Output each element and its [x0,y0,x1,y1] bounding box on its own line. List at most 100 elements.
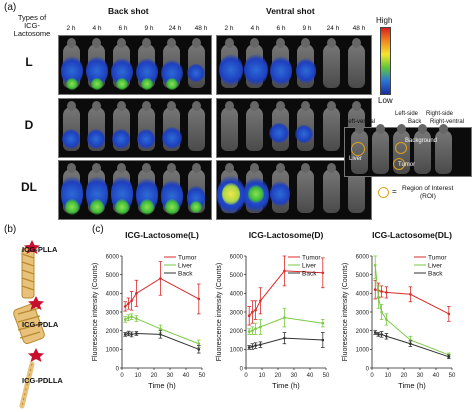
data-point [283,269,286,273]
legend-label-back: Back [302,271,317,278]
image-ventral-l [216,35,372,95]
data-point [409,292,412,296]
data-point [380,310,383,314]
legend-label-back: Back [428,271,443,278]
pdlla-star [28,348,44,362]
x-tick-label: 20 [275,373,282,379]
types-label-line3: Lactosome [13,29,51,38]
data-point [254,308,257,312]
time-label-back-2h: 2 h [66,25,76,32]
roi-left-ventral: Left-ventral [345,119,376,125]
y-tick-label: 0 [366,366,370,372]
y-tick-label: 4000 [356,292,370,298]
data-point [130,333,133,336]
plla-helix [21,247,35,299]
data-point [259,325,262,329]
data-point [159,333,162,336]
time-label-ventral-4h: 4 h [250,25,260,32]
y-tick-label: 2000 [356,329,370,335]
legend-label-tumor: Tumor [428,255,447,262]
x-tick-label: 40 [433,373,440,379]
data-point [123,305,127,308]
data-point [127,332,130,335]
y-tick-label: 5000 [230,273,244,279]
time-label-back-24h: 24 h [168,25,182,32]
data-point [130,299,133,303]
colorbar-high-label: High [376,16,393,25]
data-point [373,264,377,267]
data-point [385,334,388,338]
legend-label-back: Back [178,271,193,278]
series-line-back [125,332,199,350]
x-tick-label: 30 [167,373,174,379]
data-point [377,295,380,299]
plla-star [24,240,40,254]
row-label-dl: DL [21,180,37,194]
time-label-back-9h: 9 h [144,25,154,32]
y-tick-label: 0 [116,366,120,372]
roi-image [344,124,472,177]
data-point [127,316,130,319]
x-tick-label: 40 [307,373,314,379]
x-tick-label: 30 [291,373,298,379]
roi-legend-line1: Region of Interest [402,185,454,192]
y-axis-label: Fluorescence intensity (Counts) [92,263,99,361]
panel-c-label: (c) [92,224,104,235]
y-tick-label: 1000 [106,348,120,354]
pdla-star [28,296,44,310]
data-point [135,292,138,295]
roi-liver-label: Liver [349,156,363,162]
data-point [447,355,451,359]
legend-label-liver: Liver [178,263,193,270]
x-tick-label: 30 [417,373,424,379]
time-label-back-6h: 6 h [118,25,128,32]
x-axis-label: Time (h) [398,381,426,390]
image-back-l [58,35,212,95]
data-point [380,290,383,293]
roi-legend-eq: = [392,187,397,196]
y-tick-label: 1000 [356,348,370,354]
data-point [373,288,377,291]
types-label-line2: ICG- [24,21,40,30]
data-point [259,299,262,303]
data-point [247,314,251,318]
data-point [373,331,377,334]
data-point [447,312,451,316]
row-label-d: D [24,118,34,132]
data-point [130,315,133,318]
data-point [321,338,325,342]
y-tick-label: 2000 [230,329,244,335]
data-point [127,302,130,305]
time-label-ventral-2h: 2 h [224,25,234,32]
data-point [377,333,380,336]
time-label-back-48h: 48 h [194,25,208,32]
roi-legend-circle [378,187,389,198]
data-point [385,291,388,294]
data-point [247,330,251,333]
image-back-dl [58,160,212,220]
data-point [409,342,412,346]
data-point [251,329,254,332]
chart-title: ICG-Lactosome(DL) [372,230,452,240]
time-label-back-4h: 4 h [92,25,102,32]
x-tick-label: 40 [183,373,190,379]
data-point [254,344,257,347]
data-point [123,333,127,336]
x-tick-label: 50 [449,373,456,379]
y-axis-label: Fluorescence intensity (Counts) [216,263,223,361]
colorbar-low-label: Low [378,96,393,105]
data-point [283,316,286,319]
row-label-l: L [25,55,33,69]
series-line-liver [374,265,449,356]
panel-b-label: (b) [4,224,17,235]
data-point [197,297,201,301]
time-label-ventral-48h: 48 h [352,25,366,32]
chart-icg-lactosome-l: ICG-Lactosome(L) 0 1000 2000 3000 4000 5000 600… [92,230,206,390]
x-tick-label: 50 [323,373,330,379]
legend-label-liver: Liver [428,263,443,270]
y-tick-label: 3000 [356,310,370,316]
x-tick-label: 10 [259,373,266,379]
y-tick-label: 6000 [230,254,244,260]
back-shot-header: Back shot [108,6,149,16]
data-point [159,327,162,331]
